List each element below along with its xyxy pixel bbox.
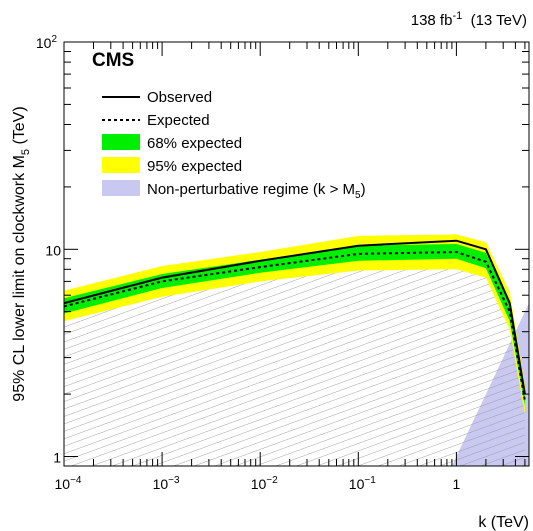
legend: Observed Expected 68% expected 95% expec… (102, 89, 366, 201)
band-68-expected (64, 244, 525, 407)
legend-label-95: 95% expected (147, 158, 242, 175)
observed-limit-line (64, 239, 526, 395)
legend-label-68: 68% expected (147, 135, 242, 152)
expected-limit-line (64, 250, 526, 402)
x-tick-label: 10−4 (55, 475, 82, 492)
plot-area (64, 234, 529, 466)
legend-label-observed: Observed (147, 89, 212, 106)
lumi-energy-label: 138 fb-1 (13 TeV) (411, 10, 527, 29)
y-axis-title-sub: 5 (20, 149, 32, 155)
energy-value: (13 TeV) (471, 12, 527, 29)
y-tick-label: 1 (53, 450, 61, 466)
y-tick-label: 102 (36, 34, 58, 51)
y-tick-label: 10 (45, 242, 61, 258)
legend-swatch-non-perturbative (102, 180, 140, 196)
legend-item-expected: Expected (102, 112, 210, 129)
legend-item-non-perturbative: Non-perturbative regime (k > M5) (102, 180, 366, 201)
x-tick-label: 10−2 (251, 475, 278, 492)
y-axis-title: 95% CL lower limit on clockwork M5 (TeV) (11, 106, 32, 401)
y-axis-title-unit: (TeV) (11, 106, 28, 149)
x-tick-label: 1 (453, 476, 461, 492)
legend-swatch-95-expected (102, 157, 140, 173)
legend-item-95: 95% expected (102, 157, 242, 175)
legend-label-expected: Expected (147, 112, 210, 129)
x-tick-label: 10−1 (349, 475, 376, 492)
lumi-value: 138 fb (411, 12, 453, 29)
legend-item-68: 68% expected (102, 134, 242, 152)
legend-label-np-sub: 5 (355, 190, 361, 201)
x-axis-title: k (TeV) (478, 514, 529, 531)
legend-label-np-main: Non-perturbative regime (k > M (147, 181, 355, 198)
lumi-exponent: -1 (452, 10, 462, 22)
legend-item-observed: Observed (102, 89, 212, 106)
y-axis-title-main: 95% CL lower limit on clockwork M (11, 155, 28, 402)
plot-frame (63, 41, 530, 467)
legend-label-non-perturbative: Non-perturbative regime (k > M5) (147, 181, 366, 201)
axis-ticks (63, 41, 529, 467)
legend-label-np-tail: ) (361, 181, 366, 198)
cms-label: CMS (92, 50, 134, 71)
axis-tick-labels: 10−4 10−3 10−2 10−1 1 1 10 102 (36, 34, 461, 492)
legend-swatch-68-expected (102, 134, 140, 150)
x-tick-label: 10−3 (153, 475, 180, 492)
